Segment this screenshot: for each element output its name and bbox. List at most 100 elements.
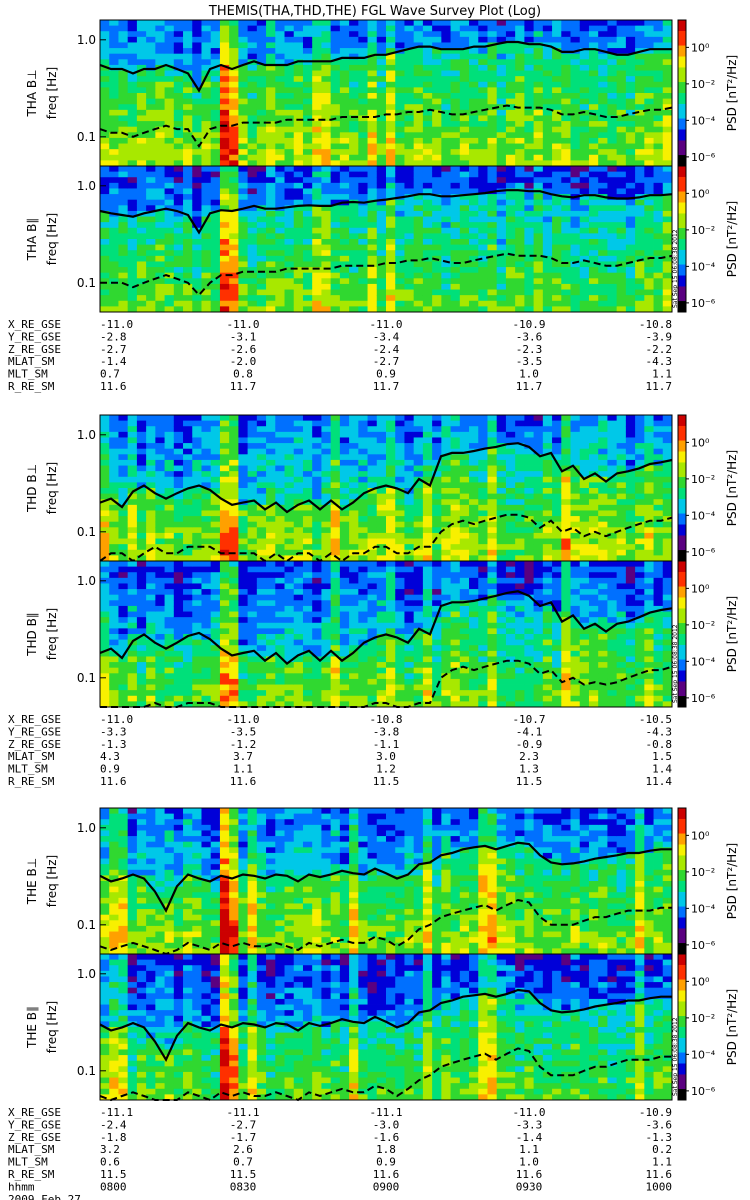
spectrogram-cell	[469, 127, 479, 133]
spectrogram-cell	[552, 273, 562, 279]
spectrogram-cell	[165, 499, 175, 505]
spectrogram-cell	[414, 261, 424, 267]
spectrogram-cell	[118, 228, 128, 234]
spectrogram-cell	[478, 510, 488, 516]
spectrogram-cell	[552, 228, 562, 234]
spectrogram-cell	[663, 138, 673, 144]
spectrogram-cell	[275, 144, 285, 150]
spectrogram-cell	[155, 93, 165, 99]
spectrogram-cell	[607, 443, 617, 449]
spectrogram-cell	[294, 188, 304, 194]
spectrogram-cell	[377, 188, 387, 194]
spectrogram-cell	[358, 539, 368, 545]
spectrogram-cell	[404, 415, 414, 421]
spectrogram-cell	[118, 37, 128, 43]
spectrogram-cell	[487, 426, 497, 432]
spectrogram-cell	[118, 250, 128, 256]
spectrogram-cell	[515, 466, 525, 472]
spectrogram-cell	[654, 138, 664, 144]
spectrogram-cell	[331, 544, 341, 550]
spectrogram-cell	[515, 261, 525, 267]
spectrogram-cell	[377, 93, 387, 99]
spectrogram-cell	[571, 482, 581, 488]
spectrogram-cell	[460, 233, 470, 239]
spectrogram-cell	[386, 127, 396, 133]
spectrogram-cell	[607, 295, 617, 301]
spectrogram-cell	[368, 533, 378, 539]
colorbar-cell	[678, 246, 686, 250]
spectrogram-cell	[303, 505, 313, 511]
spectrogram-cell	[441, 87, 451, 93]
spectrogram-cell	[478, 494, 488, 500]
spectrogram-cell	[561, 273, 571, 279]
spectrogram-cell	[663, 26, 673, 32]
spectrogram-cell	[109, 415, 119, 421]
spectrogram-cell	[229, 539, 239, 545]
spectrogram-cell	[469, 415, 479, 421]
spectrogram-cell	[644, 432, 654, 438]
spectrogram-cell	[617, 31, 627, 37]
spectrogram-cell	[404, 222, 414, 228]
spectrogram-cell	[165, 290, 175, 296]
spectrogram-cell	[285, 301, 295, 307]
spectrogram-cell	[552, 437, 562, 443]
spectrogram-cell	[414, 65, 424, 71]
spectrogram-cell	[404, 421, 414, 427]
spectrogram-cell	[266, 104, 276, 110]
spectrogram-cell	[229, 516, 239, 522]
spectrogram-cell	[229, 306, 239, 312]
spectrogram-cell	[561, 522, 571, 528]
spectrogram-cell	[552, 245, 562, 251]
spectrogram-cell	[377, 228, 387, 234]
spectrogram-cell	[644, 273, 654, 279]
spectrogram-cell	[534, 550, 544, 556]
spectrogram-cell	[571, 104, 581, 110]
spectrogram-cell	[340, 121, 350, 127]
spectrogram-cell	[248, 295, 258, 301]
spectrogram-cell	[524, 421, 534, 427]
spectrogram-cell	[183, 454, 193, 460]
spectrogram-cell	[165, 421, 175, 427]
spectrogram-cell	[174, 54, 184, 60]
spectrogram-cell	[128, 127, 138, 133]
spectrogram-cell	[174, 233, 184, 239]
spectrogram-cell	[534, 166, 544, 172]
spectrogram-cell	[331, 20, 341, 26]
spectrogram-cell	[451, 539, 461, 545]
colorbar-cell	[678, 144, 686, 148]
spectrogram-cell	[238, 42, 248, 48]
spectrogram-cell	[100, 110, 110, 116]
spectrogram-cell	[312, 421, 322, 427]
spectrogram-cell	[349, 516, 359, 522]
spectrogram-cell	[617, 211, 627, 217]
spectrogram-cell	[331, 144, 341, 150]
spectrogram-cell	[340, 166, 350, 172]
spectrogram-cell	[201, 267, 211, 273]
spectrogram-cell	[349, 477, 359, 483]
spectrogram-cell	[395, 37, 405, 43]
spectrogram-cell	[377, 239, 387, 245]
spectrogram-cell	[414, 443, 424, 449]
spectrogram-cell	[340, 233, 350, 239]
spectrogram-cell	[266, 200, 276, 206]
spectrogram-cell	[358, 26, 368, 32]
spectrogram-cell	[451, 295, 461, 301]
spectrogram-cell	[478, 290, 488, 296]
spectrogram-cell	[248, 222, 258, 228]
spectrogram-cell	[192, 166, 202, 172]
spectrogram-cell	[617, 104, 627, 110]
spectrogram-cell	[654, 93, 664, 99]
spectrogram-cell	[220, 177, 230, 183]
spectrogram-cell	[423, 499, 433, 505]
spectrogram-cell	[386, 278, 396, 284]
spectrogram-cell	[635, 155, 645, 161]
spectrogram-cell	[155, 177, 165, 183]
spectrogram-cell	[534, 432, 544, 438]
spectrogram-cell	[515, 166, 525, 172]
spectrogram-cell	[368, 211, 378, 217]
spectrogram-cell	[201, 245, 211, 251]
spectrogram-cell	[183, 256, 193, 262]
spectrogram-cell	[294, 31, 304, 37]
spectrogram-cell	[534, 421, 544, 427]
spectrogram-cell	[635, 454, 645, 460]
